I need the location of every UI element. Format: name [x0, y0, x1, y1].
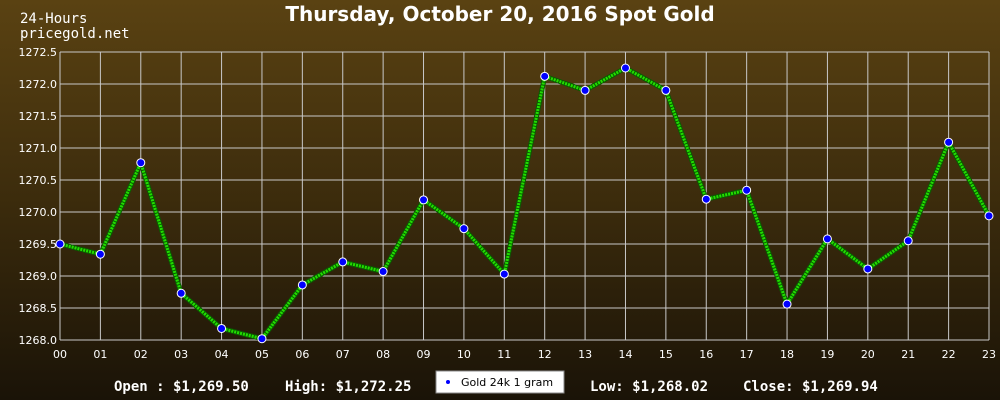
y-tick-label: 1269.5 [19, 238, 58, 251]
x-tick-label: 10 [457, 348, 471, 361]
x-tick-label: 02 [134, 348, 148, 361]
data-point [620, 63, 630, 73]
series-line [59, 66, 991, 341]
data-point [419, 195, 429, 205]
data-point [701, 194, 711, 204]
data-point [863, 264, 873, 274]
x-tick-label: 09 [417, 348, 431, 361]
x-tick-label: 16 [699, 348, 713, 361]
high-stat: High: $1,272.25 [285, 379, 411, 395]
data-point [903, 236, 913, 246]
chart-subtitle-site: pricegold.net [20, 26, 130, 42]
stats-bar: Open : $1,269.50 High: $1,272.25 Low: $1… [114, 379, 878, 395]
series-line-shadow [59, 65, 992, 342]
x-tick-label: 06 [295, 348, 309, 361]
data-point [540, 71, 550, 81]
close-stat: Close: $1,269.94 [743, 379, 878, 395]
x-tick-label: 20 [861, 348, 875, 361]
y-tick-label: 1268.0 [19, 334, 58, 347]
data-point [661, 85, 671, 95]
data-point [217, 323, 227, 333]
x-tick-label: 04 [215, 348, 229, 361]
chart-subtitle-period: 24-Hours [20, 11, 87, 27]
data-point [742, 185, 752, 195]
grid-lines [59, 51, 990, 341]
y-tick-label: 1272.0 [19, 78, 58, 91]
legend-label: Gold 24k 1 gram [461, 376, 553, 389]
x-tick-label: 14 [618, 348, 632, 361]
x-tick-label: 15 [659, 348, 673, 361]
x-tick-label: 05 [255, 348, 269, 361]
x-tick-label: 18 [780, 348, 794, 361]
y-tick-label: 1272.5 [19, 46, 58, 59]
x-tick-label: 01 [93, 348, 107, 361]
data-point [580, 85, 590, 95]
x-tick-label: 11 [497, 348, 511, 361]
data-point [459, 224, 469, 234]
data-point [378, 267, 388, 277]
x-tick-label: 03 [174, 348, 188, 361]
data-point [95, 249, 105, 259]
legend: Gold 24k 1 gram [435, 370, 565, 394]
y-tick-label: 1269.0 [19, 270, 58, 283]
data-point [176, 288, 186, 298]
data-point [297, 280, 307, 290]
legend-marker-icon [446, 380, 450, 384]
series-gold-24k [55, 63, 994, 344]
data-point [338, 257, 348, 267]
y-axis-ticks: 1268.0 1268.5 1269.0 1269.5 1270.0 1270.5 1271… [19, 46, 58, 347]
data-point [499, 269, 509, 279]
x-tick-label: 19 [820, 348, 834, 361]
x-tick-label: 13 [578, 348, 592, 361]
x-tick-label: 00 [53, 348, 67, 361]
x-tick-label: 17 [740, 348, 754, 361]
y-tick-label: 1271.5 [19, 110, 58, 123]
data-point [822, 234, 832, 244]
data-point [782, 299, 792, 309]
chart-title: Thursday, October 20, 2016 Spot Gold [285, 2, 714, 26]
y-tick-label: 1268.5 [19, 302, 58, 315]
x-tick-label: 07 [336, 348, 350, 361]
x-axis-ticks: 00 01 02 03 04 05 06 07 08 09 10 11 12 13 14 15 16 17 18 19… [53, 348, 996, 361]
data-point [257, 334, 267, 344]
low-stat: Low: $1,268.02 [590, 379, 708, 395]
data-point [55, 239, 65, 249]
legend-box [435, 370, 565, 394]
y-tick-label: 1271.0 [19, 142, 58, 155]
x-tick-label: 23 [982, 348, 996, 361]
x-tick-label: 22 [942, 348, 956, 361]
x-tick-label: 08 [376, 348, 390, 361]
data-point [136, 158, 146, 168]
x-tick-label: 21 [901, 348, 915, 361]
y-tick-label: 1270.0 [19, 206, 58, 219]
x-tick-label: 12 [538, 348, 552, 361]
data-point [944, 137, 954, 147]
y-tick-label: 1270.5 [19, 174, 58, 187]
open-stat: Open : $1,269.50 [114, 379, 249, 395]
data-point [984, 211, 994, 221]
